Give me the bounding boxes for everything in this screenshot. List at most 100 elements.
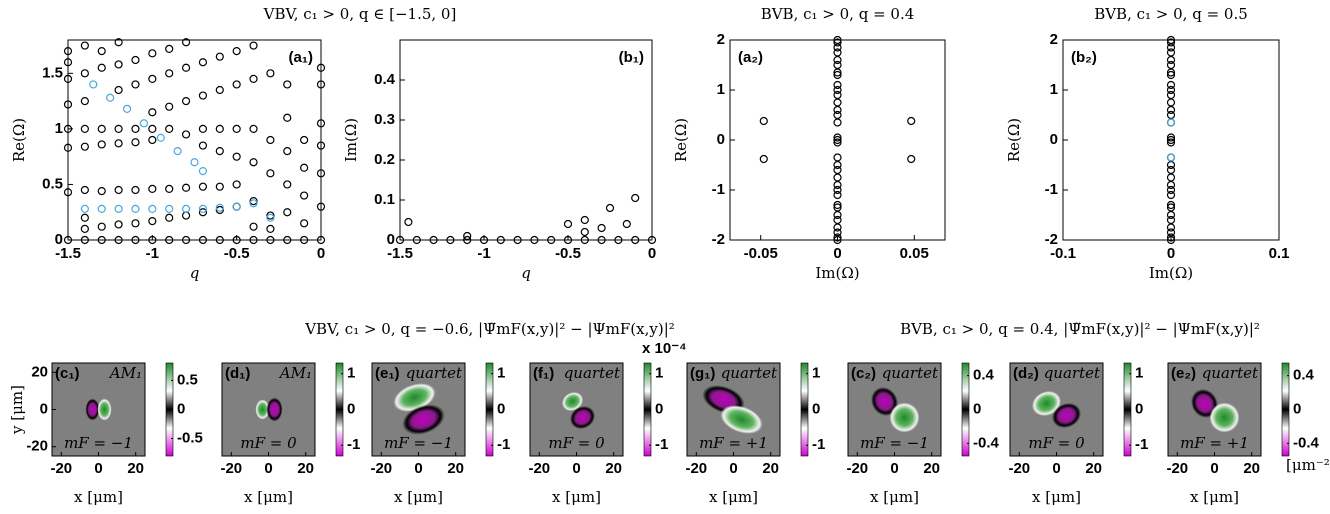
- point: [283, 180, 292, 189]
- point: [181, 211, 191, 220]
- point: [181, 63, 191, 72]
- point: [131, 204, 140, 213]
- y-tick-label: -2: [712, 231, 725, 248]
- point: [148, 235, 157, 245]
- point: [833, 118, 842, 127]
- colorbar-tick-label: -0.4: [973, 434, 1000, 451]
- point: [395, 235, 405, 245]
- point: [215, 235, 224, 245]
- point: [316, 235, 326, 245]
- x-tick-label: -20: [220, 460, 242, 477]
- panel-label: (a₁): [288, 49, 313, 66]
- mode-label: quartet: [564, 364, 621, 382]
- x-axis-label: x [μm]: [244, 488, 293, 506]
- point: [232, 47, 241, 56]
- x-tick-label: 0: [890, 460, 898, 477]
- y-tick-label: 20: [31, 363, 48, 380]
- point: [1166, 133, 1176, 142]
- x-axis-label: x [μm]: [1190, 488, 1239, 506]
- x-tick-label: -0.5: [224, 245, 250, 262]
- point: [833, 55, 842, 65]
- point: [165, 235, 174, 245]
- y-tick-label: 1: [55, 120, 63, 137]
- point: [833, 215, 842, 225]
- colorbar-tick-label: -1: [347, 436, 360, 453]
- point: [1166, 180, 1176, 190]
- point: [106, 93, 115, 102]
- x-axis-label: Im(Ω): [815, 264, 859, 282]
- panel-label: (e₁): [375, 365, 400, 382]
- point: [404, 217, 413, 227]
- density-lobe: [870, 386, 899, 417]
- density-lobe: [1051, 402, 1082, 429]
- colorbar-tick-label: 0: [177, 400, 185, 417]
- point: [249, 41, 258, 50]
- state-label: mF = 0: [240, 434, 297, 452]
- point: [1166, 85, 1176, 95]
- point: [547, 235, 556, 245]
- point: [80, 97, 89, 106]
- point: [80, 224, 89, 233]
- x-tick-label: 20: [127, 460, 144, 477]
- point: [198, 167, 208, 176]
- state-label: mF = +1: [699, 434, 768, 452]
- point: [1166, 215, 1176, 225]
- density-lobe: [1209, 402, 1240, 433]
- point: [80, 213, 89, 222]
- point: [181, 235, 191, 245]
- point: [1166, 48, 1176, 57]
- colorbar-tick-label: 1: [1135, 365, 1143, 382]
- point: [249, 222, 258, 231]
- y-tick-label: -2: [1045, 231, 1058, 248]
- y-tick-label: 0: [55, 231, 63, 248]
- x-tick-label: -20: [846, 460, 868, 477]
- x-tick-label: 0: [729, 460, 737, 477]
- colorbar-tick-label: 1: [497, 365, 505, 382]
- point: [165, 124, 174, 133]
- density-lobe: [393, 383, 436, 412]
- point: [148, 204, 157, 213]
- x-tick-label: -0.05: [744, 245, 778, 262]
- x-tick-label: -1: [146, 245, 159, 262]
- point: [833, 110, 842, 120]
- point: [148, 49, 157, 58]
- x-tick-label: 0: [1052, 460, 1060, 477]
- panel-label: (a₂): [738, 49, 763, 66]
- point: [266, 224, 275, 233]
- density-lobe: [85, 398, 100, 421]
- point: [1166, 200, 1176, 210]
- x-tick-label: 20: [1085, 460, 1102, 477]
- point: [283, 235, 292, 245]
- point: [80, 124, 89, 133]
- point: [300, 235, 309, 245]
- colorbar-scale: x 10⁻⁴: [642, 340, 687, 357]
- state-label: mF = 0: [548, 434, 605, 452]
- colorbar-tick-label: 0: [1135, 400, 1143, 417]
- colorbar-tick-label: 0.4: [1293, 367, 1315, 384]
- point: [513, 235, 522, 245]
- point: [63, 58, 73, 67]
- y-tick-label: 0.4: [374, 71, 396, 88]
- point: [97, 187, 106, 196]
- point: [833, 70, 842, 80]
- point: [63, 74, 73, 83]
- y-tick-label: 1: [1050, 81, 1058, 98]
- colorbar-tick-label: -1: [812, 436, 825, 453]
- x-tick-label: 0: [833, 245, 841, 262]
- point: [114, 220, 123, 229]
- x-tick-label: -20: [528, 460, 550, 477]
- point: [181, 183, 191, 192]
- colorbar-tick-label: 0: [973, 400, 981, 417]
- point: [1166, 190, 1176, 200]
- point: [1166, 105, 1176, 115]
- y-tick-label: 2: [1050, 31, 1058, 48]
- point: [131, 80, 140, 89]
- point: [148, 124, 157, 133]
- x-tick-label: -20: [50, 460, 72, 477]
- density-lobe: [1031, 390, 1062, 417]
- point: [479, 235, 489, 245]
- x-tick-label: -0.1: [1050, 245, 1076, 262]
- point: [63, 188, 73, 197]
- point: [833, 223, 842, 232]
- point: [463, 235, 472, 245]
